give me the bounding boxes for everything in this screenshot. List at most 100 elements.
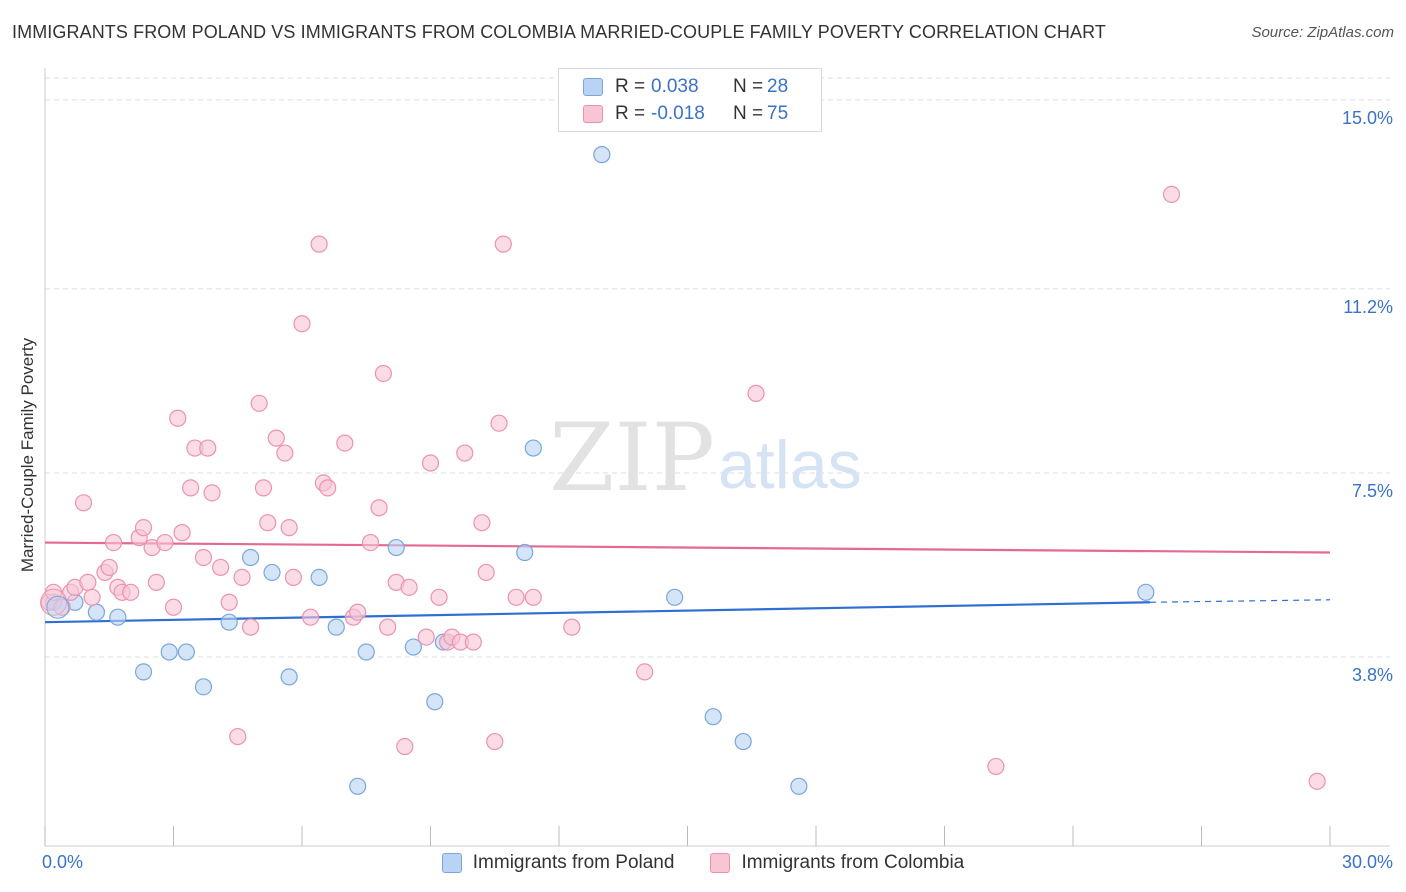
r-value: -0.018 [651,103,705,124]
x-tick-label-min: 0.0% [42,852,83,872]
tick-labels: 3.8% 7.5% 11.2% 15.0% 0.0% 30.0% [42,108,1393,872]
colombia-swatch [583,105,603,123]
colombia-point [336,434,354,452]
gridlines [45,77,1390,658]
legend-item-colombia[interactable]: Immigrants from Colombia [710,852,964,874]
colombia-point [164,598,183,616]
legend-row-poland: R = 0.038 N = 28 [583,75,788,99]
colombia-point [477,563,495,582]
r-label: R = [615,103,646,124]
colombia-point [301,608,320,626]
colombia-point [490,414,508,432]
watermark-zip: ZIP [549,404,715,513]
legend-label: Immigrants from Colombia [741,852,965,873]
axes [44,68,1390,847]
poland-point [220,613,238,631]
poland-point [704,708,722,726]
poland-point [327,618,345,636]
colombia-point [747,384,765,402]
poland-point [194,678,213,696]
colombia-point [267,429,285,447]
colombia-point [182,479,200,497]
colombia-point [242,618,260,636]
colombia-point [100,558,118,577]
colombia-point [1162,185,1181,204]
colombia-point [370,499,388,517]
colombia-point [203,484,221,502]
poland-point [177,643,195,661]
n-value: 28 [767,76,789,97]
poland-point [790,777,808,795]
r-value: 0.038 [651,76,699,97]
watermark-atlas: atlas [718,427,862,503]
poland-point [349,777,367,795]
colombia-point [636,663,654,681]
colombia-point [280,519,298,537]
watermark: ZIP atlas [549,404,861,513]
poland-point [666,588,684,606]
colombia-point [1308,772,1326,790]
legend-row-colombia: R = -0.018 N = 75 [583,102,788,126]
r-label: R = [615,76,646,97]
poland-point [593,146,611,164]
y-tick-label: 15.0% [1342,108,1393,128]
series-legend: Immigrants from Poland Immigrants from C… [0,852,1406,874]
colombia-point [212,558,230,577]
poland-point [242,548,260,567]
colombia-point [524,588,542,606]
poland-swatch [441,853,462,873]
colombia-point [122,583,140,601]
poland-point [734,732,752,751]
colombia-point [220,593,238,611]
colombia-point [563,618,581,636]
legend-item-poland[interactable]: Immigrants from Poland [441,852,675,874]
colombia-point [987,757,1005,776]
y-axis-title: Married-Couple Family Poverty [18,337,37,573]
chart-title: IMMIGRANTS FROM POLAND VS IMMIGRANTS FRO… [12,22,1106,42]
colombia-point [486,732,504,751]
legend-label: Immigrants from Poland [472,852,675,873]
colombia-point [79,573,97,591]
colombia-point [473,514,491,532]
poland-point [357,643,375,661]
poland-point [404,638,422,656]
colombia-point [83,588,101,606]
colombia-point [430,588,448,606]
colombia-point [361,533,380,552]
colombia-point [464,633,482,651]
poland-point [516,543,534,562]
colombia-point [507,588,525,606]
colombia-point [456,444,474,462]
source-label: Source: ZipAtlas.com [1251,24,1394,41]
colombia-trend-line [44,541,1331,554]
colombia-point [349,603,367,621]
poland-point [87,603,106,621]
colombia-point [421,454,440,472]
poland-point [1137,583,1155,601]
poland-point [134,663,153,681]
colombia-point [250,394,268,412]
colombia-point [233,568,251,587]
n-label: N = [733,76,764,97]
colombia-point [400,578,418,596]
colombia-point [169,409,187,427]
x-tick-label-max: 30.0% [1342,852,1393,872]
poland-point [263,563,281,582]
colombia-point [229,727,247,746]
colombia-swatch [710,853,731,873]
colombia-point [417,628,435,646]
colombia-point [379,618,397,636]
n-label: N = [733,103,764,124]
colombia-point [284,568,303,587]
colombia-point [194,548,213,567]
y-tick-label: 3.8% [1352,665,1393,685]
poland-point [524,439,542,457]
poland-point [310,568,328,587]
poland-trend-extension [1150,599,1331,603]
colombia-point [374,364,392,383]
colombia-point [494,235,512,253]
colombia-point [104,533,123,552]
poland-point [160,643,178,661]
poland-point [387,538,405,557]
